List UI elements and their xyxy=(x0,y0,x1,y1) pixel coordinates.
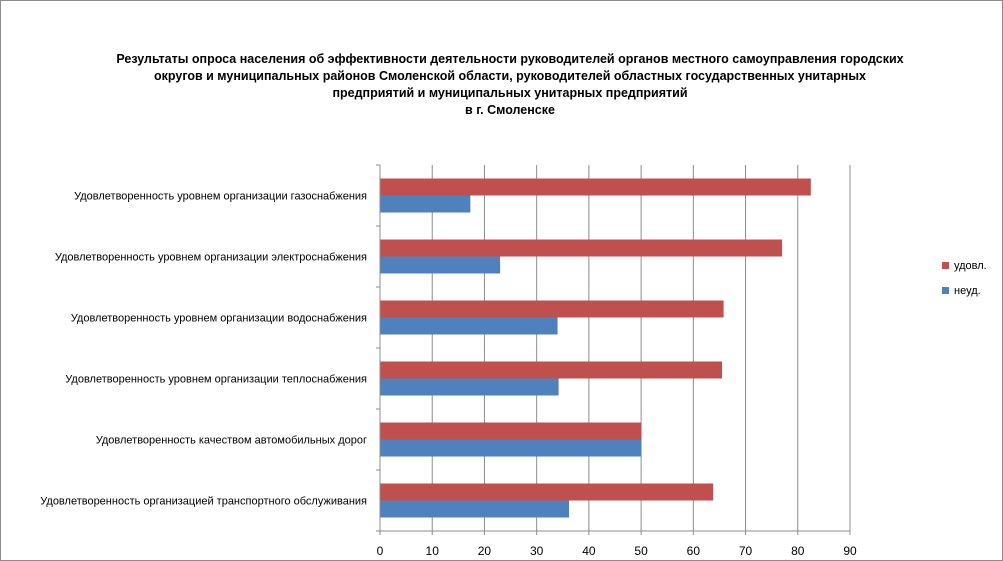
axes xyxy=(376,164,851,535)
x-tick-label: 60 xyxy=(687,544,701,558)
x-tick-label: 10 xyxy=(426,544,440,558)
bars xyxy=(380,178,811,518)
category-label: Удовлетворенность уровнем организации эл… xyxy=(55,252,367,264)
x-tick-label: 40 xyxy=(582,544,596,558)
bar-udovl xyxy=(380,483,714,501)
bar-neud xyxy=(380,378,559,396)
bar-neud xyxy=(380,500,570,518)
legend-label: удовл. xyxy=(954,260,987,272)
x-tick-label: 20 xyxy=(478,544,492,558)
bar-neud xyxy=(380,439,642,457)
category-label: Удовлетворенность организацией транспорт… xyxy=(40,496,367,508)
category-label: Удовлетворенность уровнем организации те… xyxy=(65,374,367,386)
chart-title-line-2: округов и муниципальных районов Смоленск… xyxy=(154,69,866,83)
x-tick-label: 50 xyxy=(634,544,648,558)
chart-title-line-4: в г. Смоленске xyxy=(465,103,555,117)
bar-udovl xyxy=(380,422,642,440)
chart-title: Результаты опроса населения об эффективн… xyxy=(100,51,920,119)
legend-label: неуд. xyxy=(954,285,981,297)
x-tick-label: 70 xyxy=(739,544,753,558)
chart-title-line-1: Результаты опроса населения об эффективн… xyxy=(116,52,904,66)
bar-neud xyxy=(380,195,471,213)
bar-udovl xyxy=(380,300,724,318)
bar-udovl xyxy=(380,239,783,257)
category-labels: Удовлетворенность уровнем организации га… xyxy=(40,191,367,508)
legend: удовл. неуд. xyxy=(942,260,987,297)
chart-title-line-3: предприятий и муниципальных унитарных пр… xyxy=(332,86,688,100)
legend-swatch xyxy=(942,287,949,294)
category-label: Удовлетворенность качеством автомобильны… xyxy=(96,435,367,447)
category-label: Удовлетворенность уровнем организации га… xyxy=(74,191,367,203)
bar-neud xyxy=(380,256,501,274)
category-label: Удовлетворенность уровнем организации во… xyxy=(71,313,367,325)
bar-neud xyxy=(380,317,558,335)
x-tick-label: 80 xyxy=(791,544,805,558)
x-tick-label: 90 xyxy=(843,544,857,558)
tick-labels: 0 10 20 30 40 50 60 70 80 90 xyxy=(377,544,857,558)
gridlines xyxy=(431,165,851,531)
legend-swatch xyxy=(942,262,949,269)
bar-udovl xyxy=(380,178,811,196)
x-tick-label: 30 xyxy=(530,544,544,558)
x-tick-label: 0 xyxy=(377,544,384,558)
bar-udovl xyxy=(380,361,723,379)
